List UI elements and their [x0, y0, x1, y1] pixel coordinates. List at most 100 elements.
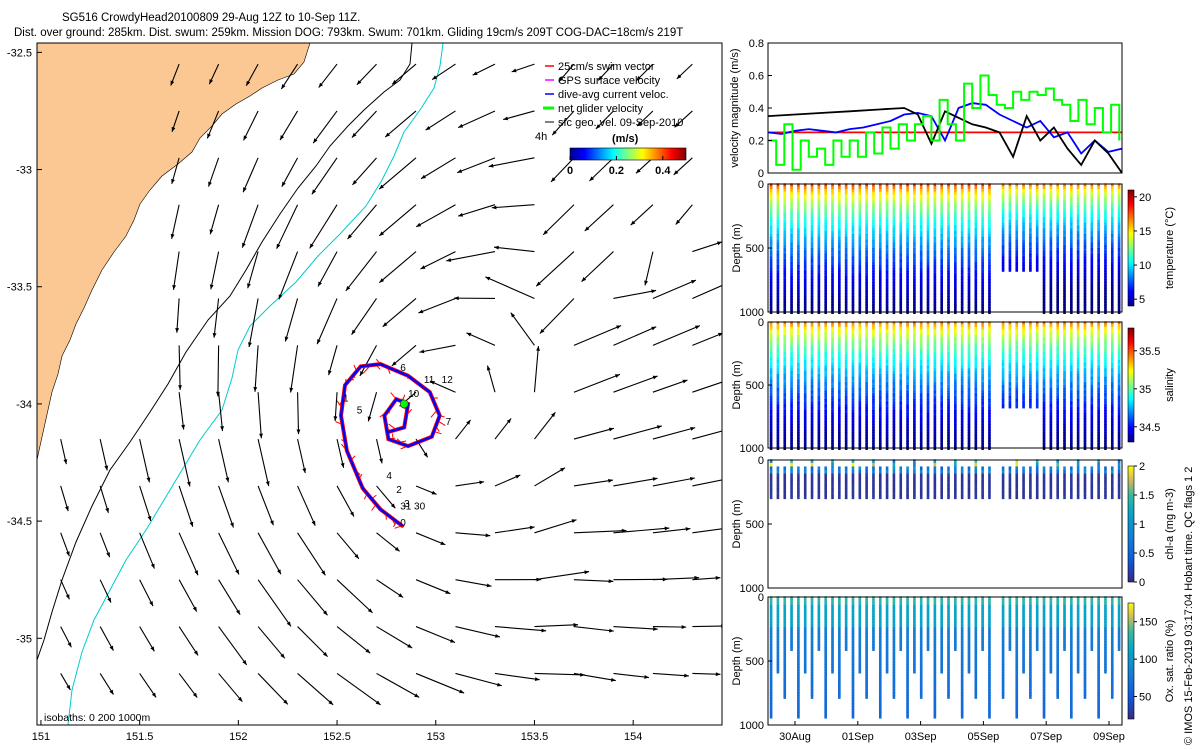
temperature-sample	[988, 295, 991, 300]
salinity-sample	[940, 440, 943, 445]
geo-velocity-arrow	[257, 626, 286, 659]
geo-velocity-arrow	[139, 438, 150, 483]
temperature-sample	[769, 245, 773, 250]
salinity-sample	[831, 354, 834, 359]
salinity-sample	[1056, 329, 1059, 334]
temperature-sample	[1104, 245, 1107, 250]
temperature-sample	[1076, 219, 1080, 224]
temperature-sample	[1104, 298, 1107, 303]
geo-velocity-arrowhead	[276, 243, 281, 249]
salinity-sample	[1049, 337, 1053, 342]
temperature-sample	[776, 264, 780, 269]
legend-swim-label: 25cm/s swim vector	[558, 61, 655, 73]
temperature-sample	[988, 301, 991, 306]
temperature-sample	[1029, 253, 1032, 258]
temperature-sample	[776, 270, 780, 275]
temperature-sample	[872, 200, 875, 205]
temperature-sample	[1117, 188, 1121, 193]
geo-velocity-arrow	[171, 204, 180, 239]
salinity-sample	[919, 407, 923, 412]
salinity-sample	[851, 340, 855, 345]
geo-velocity-arrow	[347, 204, 377, 240]
temperature-sample	[1104, 200, 1107, 205]
salinity-sample	[919, 443, 923, 448]
temperature-sample	[865, 208, 868, 213]
salinity-sample	[988, 415, 991, 420]
temperature-sample	[831, 301, 834, 306]
salinity-sample	[1035, 404, 1039, 409]
geo-velocity-arrowhead	[65, 594, 70, 600]
salinity-sample	[1029, 404, 1032, 409]
temperature-sample	[872, 222, 875, 227]
salinity-sample	[1090, 387, 1094, 392]
salinity-sample	[1008, 360, 1012, 365]
temperature-sample	[851, 259, 855, 264]
temperature-sample	[783, 233, 787, 238]
temperature-sample	[851, 290, 855, 295]
salinity-sample	[831, 412, 834, 417]
temperature-sample	[817, 194, 821, 199]
salinity-sample	[1001, 401, 1005, 406]
geo-velocity-arrow	[573, 427, 614, 440]
salinity-sample	[1090, 343, 1094, 348]
temperature-sample	[1029, 256, 1032, 261]
salinity-sample	[1090, 412, 1094, 417]
temperature-sample	[913, 256, 916, 261]
salinity-sample	[865, 385, 868, 390]
temperature-sample	[974, 267, 978, 272]
temperature-sample	[1022, 188, 1025, 193]
salinity-sample	[1035, 329, 1039, 334]
temperature-sample	[1097, 219, 1100, 224]
salinity-sample	[947, 415, 950, 420]
salinity-sample	[872, 357, 875, 362]
temperature-sample	[865, 262, 868, 267]
salinity-sample	[1022, 376, 1025, 381]
temperature-sample	[1063, 197, 1066, 202]
salinity-sample	[865, 432, 868, 437]
salinity-sample	[967, 426, 971, 431]
salinity-sample	[1097, 412, 1100, 417]
salinity-sample	[790, 434, 793, 439]
salinity-sample	[1056, 385, 1059, 390]
temperature-sample	[797, 186, 800, 191]
salinity-sample	[878, 423, 882, 428]
salinity-sample	[899, 360, 903, 365]
salinity-sample	[940, 324, 943, 329]
salinity-sample	[831, 340, 834, 345]
salinity-sample	[1097, 332, 1100, 337]
salinity-sample	[776, 354, 780, 359]
temperature-sample	[1076, 293, 1080, 298]
salinity-sample	[844, 415, 848, 420]
salinity-sample	[797, 434, 800, 439]
salinity-sample	[981, 368, 984, 373]
salinity-sample	[1070, 373, 1073, 378]
temperature-sample	[1056, 205, 1059, 210]
salinity-sample	[1042, 393, 1046, 398]
temperature-sample	[1070, 191, 1073, 196]
temperature-sample	[1042, 188, 1046, 193]
temperature-sample	[824, 208, 827, 213]
geo-velocity-arrow	[510, 312, 535, 346]
temperature-sample	[878, 191, 882, 196]
salinity-sample	[940, 434, 943, 439]
temperature-sample	[906, 259, 909, 264]
salinity-sample	[824, 396, 827, 401]
temperature-sample	[1097, 211, 1100, 216]
salinity-sample	[817, 412, 821, 417]
temperature-sample	[838, 217, 841, 222]
salinity-sample	[1076, 321, 1080, 326]
temperature-sample	[1117, 245, 1121, 250]
salinity-sample	[940, 337, 943, 342]
temperature-sample	[1063, 202, 1066, 207]
salinity-sample	[974, 429, 978, 434]
salinity-sample	[790, 362, 793, 367]
temperature-sample	[1090, 183, 1094, 188]
temperature-sample	[838, 253, 841, 258]
temperature-sample	[824, 276, 827, 281]
temperature-sample	[954, 284, 957, 289]
salinity-sample	[1090, 429, 1094, 434]
temperature-sample	[790, 236, 793, 241]
temperature-sample	[797, 219, 800, 224]
salinity-sample	[954, 335, 957, 340]
temperature-sample	[776, 281, 780, 286]
